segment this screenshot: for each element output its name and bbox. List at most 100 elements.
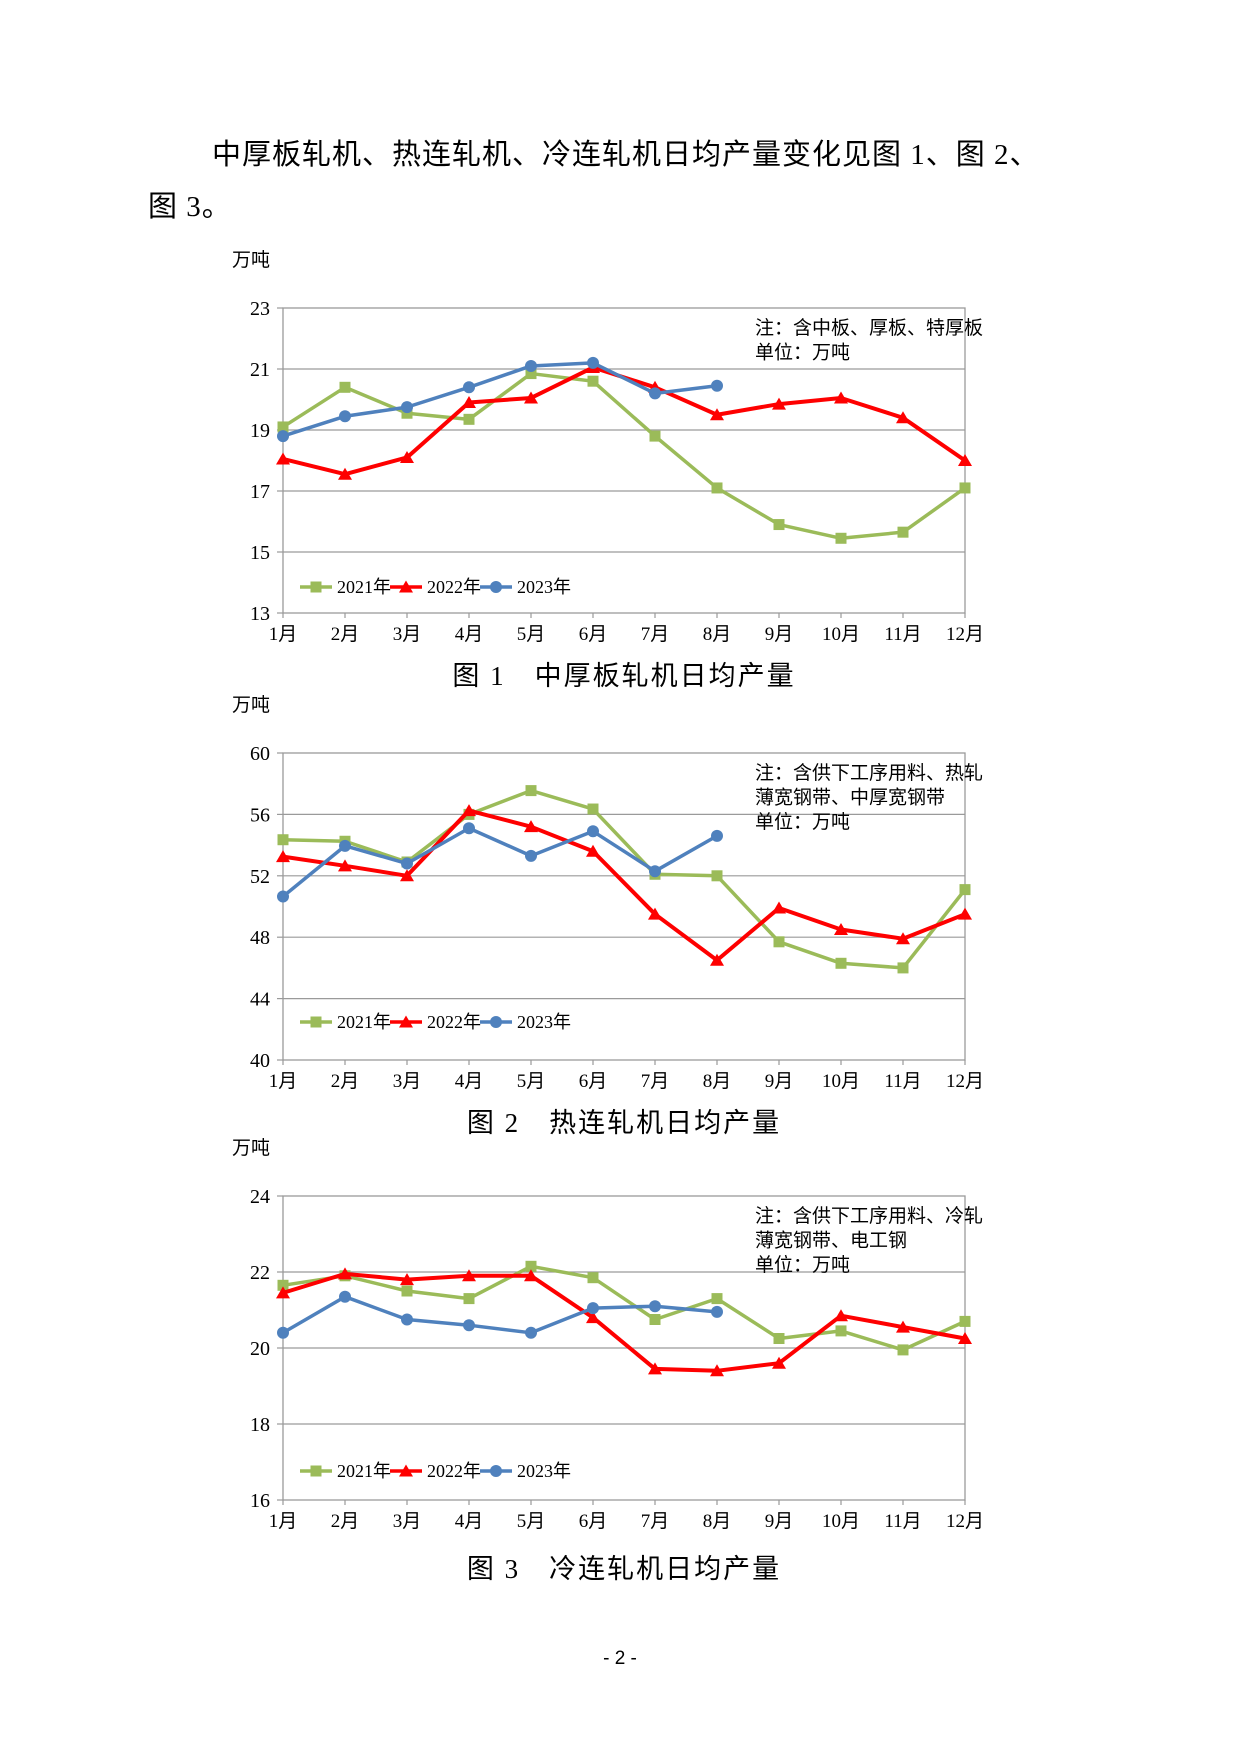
marker-triangle (648, 1362, 662, 1375)
y-tick-label: 20 (250, 1338, 270, 1360)
figure-3-unit-label: 万吨 (232, 1137, 270, 1159)
marker-circle (463, 381, 475, 394)
marker-triangle (834, 391, 848, 404)
y-tick-label: 60 (250, 743, 270, 765)
marker-circle (277, 430, 289, 443)
y-tick-label: 22 (250, 1262, 270, 1284)
x-tick-label: 6月 (579, 1511, 608, 1532)
marker-square (525, 368, 537, 380)
marker-triangle (524, 1269, 538, 1282)
legend-item-2021年: 2021年 (300, 577, 391, 597)
marker-triangle (400, 1273, 414, 1286)
chart-note-line: 单位：万吨 (755, 342, 850, 364)
marker-triangle (896, 932, 910, 945)
marker-circle (711, 829, 723, 842)
y-tick-label: 16 (250, 1490, 270, 1512)
marker-circle (587, 356, 599, 369)
marker-square (277, 421, 289, 433)
figure-3-caption: 图 3 冷连轧机日均产量 (467, 1554, 781, 1584)
marker-square (310, 1016, 322, 1028)
x-tick-label: 8月 (703, 624, 732, 645)
marker-triangle (772, 397, 786, 410)
legend-label: 2021年 (337, 1012, 391, 1032)
legend-item-2021年: 2021年 (300, 1012, 391, 1032)
marker-circle (711, 1305, 723, 1318)
x-tick-label: 4月 (455, 1511, 484, 1532)
x-tick-label: 11月 (884, 624, 921, 645)
marker-square (959, 884, 971, 896)
x-tick-label: 11月 (884, 1511, 921, 1532)
series-line-2023年 (282, 361, 718, 438)
x-tick-label: 3月 (393, 624, 422, 645)
marker-circle (490, 1016, 502, 1028)
y-tick-label: 19 (250, 420, 270, 442)
x-tick-label: 9月 (765, 1511, 794, 1532)
legend-item-2021年: 2021年 (300, 1461, 391, 1481)
marker-square (649, 1314, 661, 1325)
legend-item-2023年: 2023年 (480, 1012, 571, 1032)
marker-triangle (462, 1269, 476, 1282)
legend-label: 2023年 (517, 577, 571, 597)
x-tick-label: 6月 (579, 624, 608, 645)
legend-item-2023年: 2023年 (480, 1461, 571, 1481)
legend-label: 2022年 (427, 1012, 481, 1032)
marker-triangle (400, 869, 414, 882)
x-tick-label: 7月 (641, 1511, 670, 1532)
figure-1-caption: 图 1 中厚板轧机日均产量 (452, 661, 795, 691)
marker-triangle (399, 1464, 413, 1477)
marker-triangle (896, 411, 910, 424)
legend-label: 2023年 (517, 1461, 571, 1481)
marker-square (310, 581, 322, 593)
marker-square (773, 519, 785, 531)
marker-triangle (276, 452, 290, 465)
x-tick-label: 9月 (765, 1071, 794, 1092)
series-line-2021年 (282, 371, 967, 541)
legend-label: 2021年 (337, 577, 391, 597)
x-tick-label: 10月 (822, 624, 860, 645)
marker-circle (463, 1319, 475, 1332)
marker-square (525, 1260, 537, 1272)
marker-square (401, 1285, 413, 1297)
marker-circle (649, 865, 661, 878)
marker-square (835, 957, 847, 969)
marker-triangle (276, 850, 290, 863)
marker-triangle (276, 1286, 290, 1299)
x-tick-label: 8月 (703, 1071, 732, 1092)
x-tick-label: 11月 (884, 1071, 921, 1092)
y-tick-label: 13 (250, 603, 270, 625)
marker-square (835, 532, 847, 544)
marker-circle (277, 890, 289, 903)
marker-circle (490, 581, 502, 593)
chart-note-line: 单位：万吨 (755, 811, 850, 833)
y-tick-label: 21 (250, 359, 270, 381)
legend-label: 2022年 (427, 577, 481, 597)
body-text-line-1: 中厚板轧机、热连轧机、冷连轧机日均产量变化见图 1、图 2、 (212, 139, 1040, 171)
marker-circle (401, 401, 413, 414)
x-tick-label: 9月 (765, 624, 794, 645)
plot-border (282, 307, 966, 614)
marker-square (587, 803, 599, 815)
y-tick-label: 23 (250, 298, 270, 320)
figure-2-unit-label: 万吨 (232, 694, 270, 716)
legend-item-2023年: 2023年 (480, 577, 571, 597)
x-tick-label: 5月 (517, 1071, 546, 1092)
marker-square (463, 413, 475, 425)
legend-item-2022年: 2022年 (390, 1461, 481, 1481)
marker-triangle (772, 1356, 786, 1369)
marker-square (310, 1465, 322, 1477)
legend-item-2022年: 2022年 (390, 577, 481, 597)
marker-triangle (338, 467, 352, 480)
marker-triangle (400, 450, 414, 463)
x-tick-label: 10月 (822, 1071, 860, 1092)
marker-circle (339, 839, 351, 852)
marker-triangle (834, 923, 848, 936)
series-line-2022年 (282, 365, 967, 477)
figure-1-unit-label: 万吨 (232, 249, 270, 271)
x-tick-label: 7月 (641, 624, 670, 645)
marker-circle (525, 359, 537, 372)
marker-square (339, 381, 351, 393)
x-tick-label: 1月 (269, 1511, 298, 1532)
